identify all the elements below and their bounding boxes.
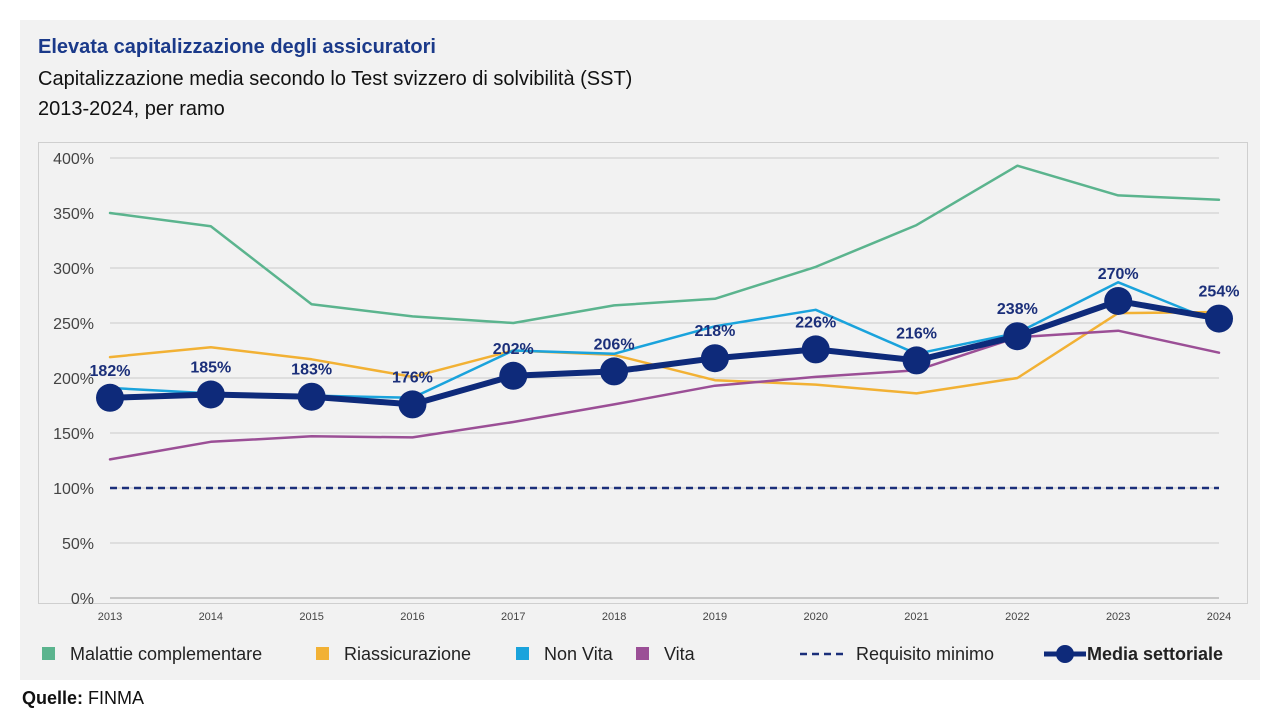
marker-2021 <box>902 346 931 375</box>
marker-2013 <box>96 383 124 412</box>
legend-swatch-vita <box>636 647 649 660</box>
y-tick-label: 150% <box>53 426 94 443</box>
y-tick-label: 0% <box>71 591 94 608</box>
series-line-non-vita <box>108 281 1221 400</box>
legend-label-riassicurazione: Riassicurazione <box>344 644 471 664</box>
data-label-2017: 202% <box>493 341 534 358</box>
legend-label-non-vita: Non Vita <box>544 644 614 664</box>
source-label: Quelle: <box>22 688 84 708</box>
y-tick-label: 100% <box>53 481 94 498</box>
series-lines <box>107 164 1222 490</box>
data-label-2021: 216% <box>896 325 937 342</box>
x-tick-label: 2020 <box>803 611 827 623</box>
marker-2014 <box>196 380 225 409</box>
x-tick-label: 2023 <box>1106 611 1130 623</box>
y-axis-ticks: 0% 50% 100% 150% 200% 250% 300% 350% 400% <box>53 151 94 608</box>
x-tick-label: 2017 <box>501 611 525 623</box>
data-label-2023: 270% <box>1098 266 1139 283</box>
x-tick-label: 2021 <box>904 611 928 623</box>
data-label-2018: 206% <box>594 336 635 353</box>
series-line-malattie-complementare <box>108 164 1221 325</box>
y-tick-label: 50% <box>62 536 94 553</box>
series-line-media-settoriale <box>107 298 1222 408</box>
marker-2024 <box>1205 304 1233 333</box>
marker-2016 <box>398 390 427 419</box>
y-tick-label: 250% <box>53 316 94 333</box>
x-tick-label: 2022 <box>1005 611 1029 623</box>
y-tick-label: 300% <box>53 261 94 278</box>
chart-title: Elevata capitalizzazione degli assicurat… <box>38 36 436 58</box>
legend-label-media-settoriale: Media settoriale <box>1087 644 1223 664</box>
data-label-2014: 185% <box>190 360 231 377</box>
y-tick-label: 200% <box>53 371 94 388</box>
x-tick-label: 2015 <box>299 611 323 623</box>
marker-2015 <box>297 382 326 411</box>
chart-period: 2013-2024, per ramo <box>38 98 225 120</box>
series-markers <box>96 287 1233 419</box>
x-tick-label: 2016 <box>400 611 424 623</box>
marker-2017 <box>499 361 528 390</box>
x-axis-ticks: 2013 2014 2015 2016 2017 2018 2019 2020 2021 2022… <box>98 611 1231 623</box>
plot-frame <box>38 142 1248 604</box>
legend-label-malattie-complementare: Malattie complementare <box>70 644 262 664</box>
chart-subtitle: Capitalizzazione media secondo lo Test s… <box>38 68 633 90</box>
legend-swatch-non-vita <box>516 647 529 660</box>
marker-2020 <box>801 335 830 364</box>
legend-swatch-riassicurazione <box>316 647 329 660</box>
legend-swatch-malattie-complementare <box>42 647 55 660</box>
data-label-2013: 182% <box>90 363 131 380</box>
data-label-2016: 176% <box>392 369 433 386</box>
x-tick-label: 2018 <box>602 611 626 623</box>
data-label-2022: 238% <box>997 301 1038 318</box>
data-labels: 182% 185% 183% 176% 202% 206% 218% 226% 216% 238%… <box>90 266 1240 386</box>
legend-label-vita: Vita <box>664 644 696 664</box>
grid-lines <box>110 157 1219 599</box>
series-line-vita <box>108 329 1221 461</box>
marker-2022 <box>1003 322 1032 351</box>
x-tick-label: 2019 <box>703 611 727 623</box>
x-tick-label: 2014 <box>199 611 223 623</box>
marker-2018 <box>600 357 629 386</box>
source-note: Quelle: FINMA <box>22 688 144 709</box>
marker-2019 <box>700 344 729 373</box>
x-tick-label: 2024 <box>1207 611 1231 623</box>
y-tick-label: 350% <box>53 206 94 223</box>
source-value: FINMA <box>88 688 145 708</box>
data-label-2024: 254% <box>1199 284 1240 301</box>
data-label-2020: 226% <box>795 314 836 331</box>
y-tick-label: 400% <box>53 151 94 168</box>
legend-swatch-marker-media-settoriale <box>1056 645 1074 663</box>
legend: Malattie complementare Riassicurazione Non… <box>42 644 1223 664</box>
x-tick-label: 2013 <box>98 611 122 623</box>
data-label-2015: 183% <box>291 362 332 379</box>
marker-2023 <box>1104 287 1133 315</box>
data-label-2019: 218% <box>694 323 735 340</box>
legend-label-requisito-minimo: Requisito minimo <box>856 644 994 664</box>
